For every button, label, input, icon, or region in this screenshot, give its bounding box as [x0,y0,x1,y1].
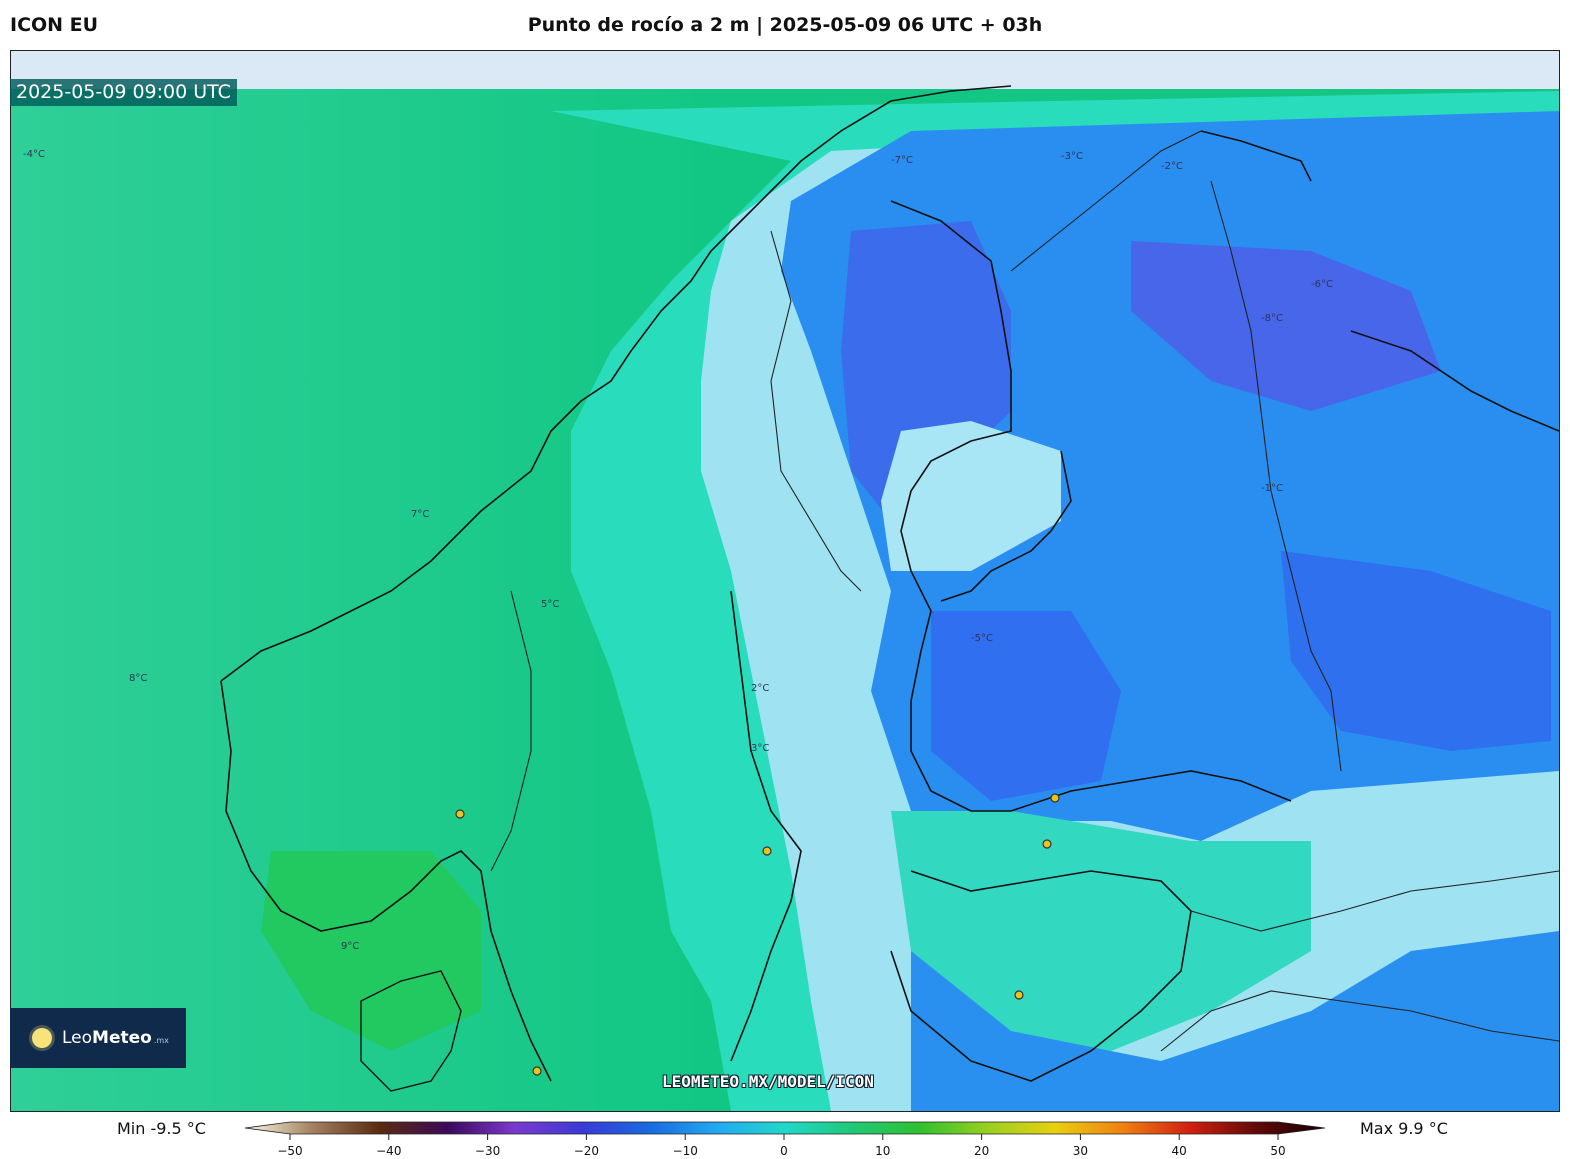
dewpoint-field-south-cold [911,931,1559,1111]
map-canvas: -4°C -6°C -7°C -5°C -3°C -8°C -2°C -1°C … [11,51,1559,1111]
contour-label: -4°C [23,149,45,160]
contour-labels: -4°C -6°C -7°C -5°C -3°C -8°C -2°C -1°C … [23,149,1333,952]
contour-label: -2°C [1161,161,1183,172]
city-marker-copenhagen[interactable] [532,1066,542,1076]
colorbar-ticks: −50 −40 −30 −20 −10 0 10 20 30 40 50 [277,1134,1286,1158]
dewpoint-core-russia [1281,551,1551,751]
dewpoint-bothnia-patch [881,421,1061,571]
max-value-label: Max 9.9 °C [1360,1119,1448,1138]
contour-label: -5°C [971,633,993,644]
city-marker-oslo[interactable] [455,809,465,819]
dewpoint-map[interactable]: -4°C -6°C -7°C -5°C -3°C -8°C -2°C -1°C … [10,50,1560,1112]
contour-label: 3°C [751,743,769,754]
contour-label: 9°C [341,941,359,952]
contour-label: 7°C [411,509,429,520]
colorbar-tick-label: 30 [1073,1144,1088,1158]
colorbar-tick-label: 20 [974,1144,989,1158]
city-marker-tallinn[interactable] [1042,839,1052,849]
colorbar-tick-label: 0 [780,1144,788,1158]
coastlines [220,85,1559,1082]
city-marker-riga[interactable] [1014,990,1024,1000]
logo-text: LeoMeteo .mx [62,1028,169,1048]
colorbar-gradient [244,1121,1326,1135]
watermark-url[interactable]: LEOMETEO.MX/MODEL/ICON [662,1072,874,1091]
dewpoint-core-karelia [1131,241,1441,411]
city-marker-helsinki[interactable] [1050,793,1060,803]
domain-edge [11,51,1559,89]
colorbar-tick-label: 40 [1172,1144,1187,1158]
borders [490,130,1559,1052]
leometeo-logo[interactable]: LeoMeteo .mx [10,1008,186,1068]
dewpoint-field-warmest [261,851,481,1051]
colorbar-tick-label: −50 [277,1144,302,1158]
city-markers [455,793,1060,1076]
denmark-outline [360,970,462,1092]
colorbar-tick-label: −30 [475,1144,500,1158]
dewpoint-field-baltic [891,811,1311,1051]
colorbar-tick-label: 10 [875,1144,890,1158]
sun-icon [32,1028,52,1048]
min-value-label: Min -9.5 °C [117,1119,206,1138]
contour-label: 8°C [129,673,147,684]
colorbar-tick-label: 50 [1270,1144,1285,1158]
contour-label: 5°C [541,599,559,610]
model-name: ICON EU [10,14,99,36]
chart-title: Punto de rocío a 2 m | 2025-05-09 06 UTC… [527,14,1043,36]
valid-time-badge: 2025-05-09 09:00 UTC [10,79,237,106]
dewpoint-core-finland [931,611,1121,801]
contour-label: 2°C [751,683,769,694]
colorbar-tick-label: −40 [376,1144,401,1158]
contour-label: -8°C [1261,313,1283,324]
contour-label: -1°C [1261,483,1283,494]
colorbar-tick-label: −20 [574,1144,599,1158]
contour-label: -7°C [891,155,913,166]
colorbar-tick-label: −10 [673,1144,698,1158]
contour-label: -3°C [1061,151,1083,162]
contour-label: -6°C [1311,279,1333,290]
city-marker-stockholm[interactable] [762,846,772,856]
